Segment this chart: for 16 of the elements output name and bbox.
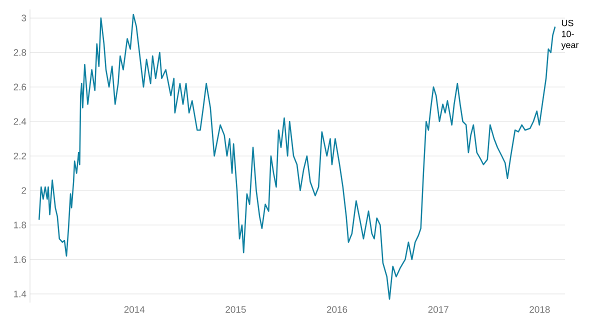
x-tick-label: 2015 — [226, 306, 246, 313]
y-tick-label: 1.6 — [14, 256, 26, 263]
y-tick-label: 2.4 — [14, 118, 26, 125]
y-tick-label: 3 — [22, 14, 26, 22]
y-tick-label: 1.8 — [14, 222, 26, 228]
line-series — [38, 14, 556, 300]
x-tick-label: 2016 — [326, 306, 348, 313]
x-tick-label: 2017 — [428, 306, 448, 313]
x-tick-label: 2014 — [124, 306, 145, 313]
y-tick-label: 2.2 — [14, 152, 26, 160]
y-tick-label: 2.8 — [14, 49, 26, 56]
y-tick-label: 1.4 — [14, 290, 26, 298]
x-tick-label: 2018 — [530, 306, 550, 313]
y-tick-label: 2.6 — [14, 84, 26, 90]
y-tick-label: 2 — [22, 187, 26, 194]
annotation: US 10-year — [561, 20, 579, 50]
